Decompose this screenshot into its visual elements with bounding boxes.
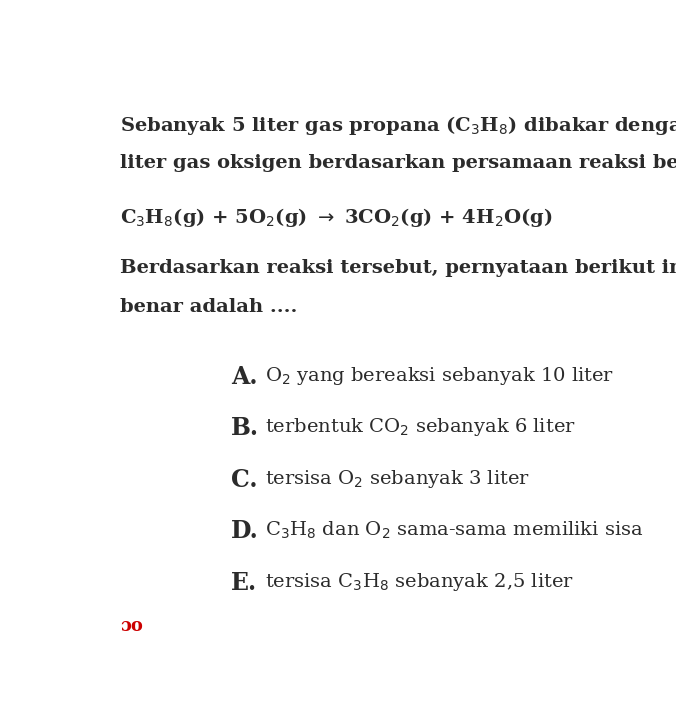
- Text: terbentuk CO$_2$ sebanyak 6 liter: terbentuk CO$_2$ sebanyak 6 liter: [265, 416, 576, 439]
- Text: benar adalah ....: benar adalah ....: [120, 298, 297, 316]
- Text: C$_3$H$_8$(g) + 5O$_2$(g) $\rightarrow$ 3CO$_2$(g) + 4H$_2$O(g): C$_3$H$_8$(g) + 5O$_2$(g) $\rightarrow$ …: [120, 207, 552, 229]
- Text: A.: A.: [231, 364, 258, 388]
- Text: C$_3$H$_8$ dan O$_2$ sama-sama memiliki sisa: C$_3$H$_8$ dan O$_2$ sama-sama memiliki …: [265, 520, 644, 541]
- Text: Berdasarkan reaksi tersebut, pernyataan berikut ini yang: Berdasarkan reaksi tersebut, pernyataan …: [120, 259, 676, 277]
- Text: O$_2$ yang bereaksi sebanyak 10 liter: O$_2$ yang bereaksi sebanyak 10 liter: [265, 364, 614, 386]
- Text: E.: E.: [231, 571, 258, 595]
- Text: tersisa O$_2$ sebanyak 3 liter: tersisa O$_2$ sebanyak 3 liter: [265, 467, 530, 490]
- Text: tersisa C$_3$H$_8$ sebanyak 2,5 liter: tersisa C$_3$H$_8$ sebanyak 2,5 liter: [265, 571, 574, 593]
- Text: Sebanyak 5 liter gas propana (C$_3$H$_8$) dibakar dengan 12,5: Sebanyak 5 liter gas propana (C$_3$H$_8$…: [120, 114, 676, 137]
- Text: B.: B.: [231, 416, 259, 440]
- Text: liter gas oksigen berdasarkan persamaan reaksi berikut.: liter gas oksigen berdasarkan persamaan …: [120, 154, 676, 171]
- Text: ɔo: ɔo: [120, 617, 143, 635]
- Text: D.: D.: [231, 520, 259, 544]
- Text: C.: C.: [231, 467, 258, 492]
